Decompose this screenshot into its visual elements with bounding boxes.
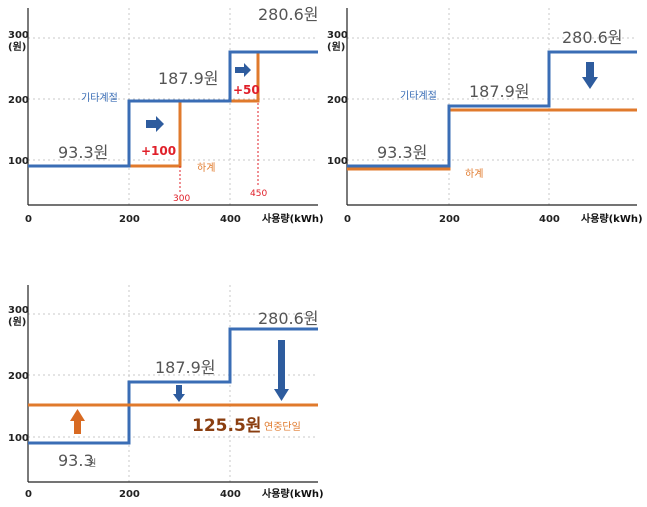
panel-c-y-tick: 200 <box>8 371 29 382</box>
panel-c: 300 (원) 200 100 0 200 400 사용량(kWh) 93.3 … <box>8 285 324 500</box>
panel-b-y-tick: 300 <box>327 30 348 41</box>
panel-a-y-tick: 200 <box>8 95 29 106</box>
panel-b-x-tick: 400 <box>539 214 560 225</box>
panel-b-price-2: 187.9원 <box>469 82 530 101</box>
panel-c-average-price: 125.5원 <box>192 416 261 436</box>
panel-a: 300 (원) 200 100 0 200 400 사용량(kWh) 300 4… <box>8 5 324 225</box>
panel-b-y-tick: 200 <box>327 95 348 106</box>
panel-c-y-unit: (원) <box>8 315 26 328</box>
arrow-down-icon <box>274 340 289 401</box>
panel-b-x-label: 사용량(kWh) <box>581 212 643 225</box>
panel-a-mark-450: 450 <box>250 189 267 199</box>
panel-a-price-2: 187.9원 <box>158 69 219 88</box>
panel-a-grid <box>28 8 318 205</box>
panel-a-legend-other-season: 기타계절 <box>81 91 118 104</box>
panel-a-y-tick: 100 <box>8 156 29 167</box>
panel-b-legend-summer: 하계 <box>465 167 483 180</box>
panel-b-x-tick: 200 <box>439 214 460 225</box>
panel-c-x-label: 사용량(kWh) <box>262 487 324 500</box>
arrow-down-icon <box>173 385 185 402</box>
panel-b: 300 (원) 200 100 0 200 400 사용량(kWh) 93.3원… <box>327 8 643 225</box>
panel-b-y-tick: 100 <box>327 156 348 167</box>
panel-c-y-tick: 100 <box>8 433 29 444</box>
panel-c-price-1: 93.3 <box>58 451 94 470</box>
panel-c-x-tick: 0 <box>25 489 32 500</box>
panel-b-x-tick: 0 <box>344 214 351 225</box>
panel-a-y-tick: 300 <box>8 30 29 41</box>
panel-b-price-1: 93.3원 <box>377 143 427 162</box>
panel-c-legend-single-rate: 연중단일 <box>264 421 301 433</box>
panel-a-price-3: 280.6원 <box>258 5 319 24</box>
arrow-right-icon <box>235 63 251 77</box>
panel-c-price-1-unit: 원 <box>88 458 96 469</box>
panel-c-x-tick: 200 <box>119 489 140 500</box>
panel-c-series-tiered <box>28 327 318 445</box>
arrow-right-icon <box>146 116 164 132</box>
panel-a-x-tick: 200 <box>119 214 140 225</box>
panel-a-legend-summer: 하계 <box>197 161 215 174</box>
panel-b-price-3: 280.6원 <box>562 28 623 47</box>
panel-c-price-3: 280.6원 <box>258 309 319 328</box>
panel-b-series-other-season <box>347 50 637 168</box>
panel-a-mark-300: 300 <box>173 194 190 204</box>
arrow-down-icon <box>582 62 598 89</box>
panel-b-grid <box>347 8 637 205</box>
panel-c-x-tick: 400 <box>220 489 241 500</box>
panel-a-x-tick: 400 <box>220 214 241 225</box>
panel-a-delta-50: +50 <box>233 83 260 97</box>
panel-c-y-tick: 300 <box>8 305 29 316</box>
arrow-up-icon <box>70 409 85 434</box>
panel-a-delta-100: +100 <box>141 144 176 158</box>
panel-b-y-unit: (원) <box>327 40 345 53</box>
panel-c-grid <box>28 285 318 482</box>
panel-a-y-unit: (원) <box>8 40 26 53</box>
panel-a-series-other-season <box>28 50 318 168</box>
panel-a-x-label: 사용량(kWh) <box>262 212 324 225</box>
panel-c-price-2: 187.9원 <box>155 358 216 377</box>
panel-a-price-1: 93.3원 <box>58 143 108 162</box>
panel-b-legend-other-season: 기타계절 <box>400 89 437 102</box>
panel-a-x-tick: 0 <box>25 214 32 225</box>
